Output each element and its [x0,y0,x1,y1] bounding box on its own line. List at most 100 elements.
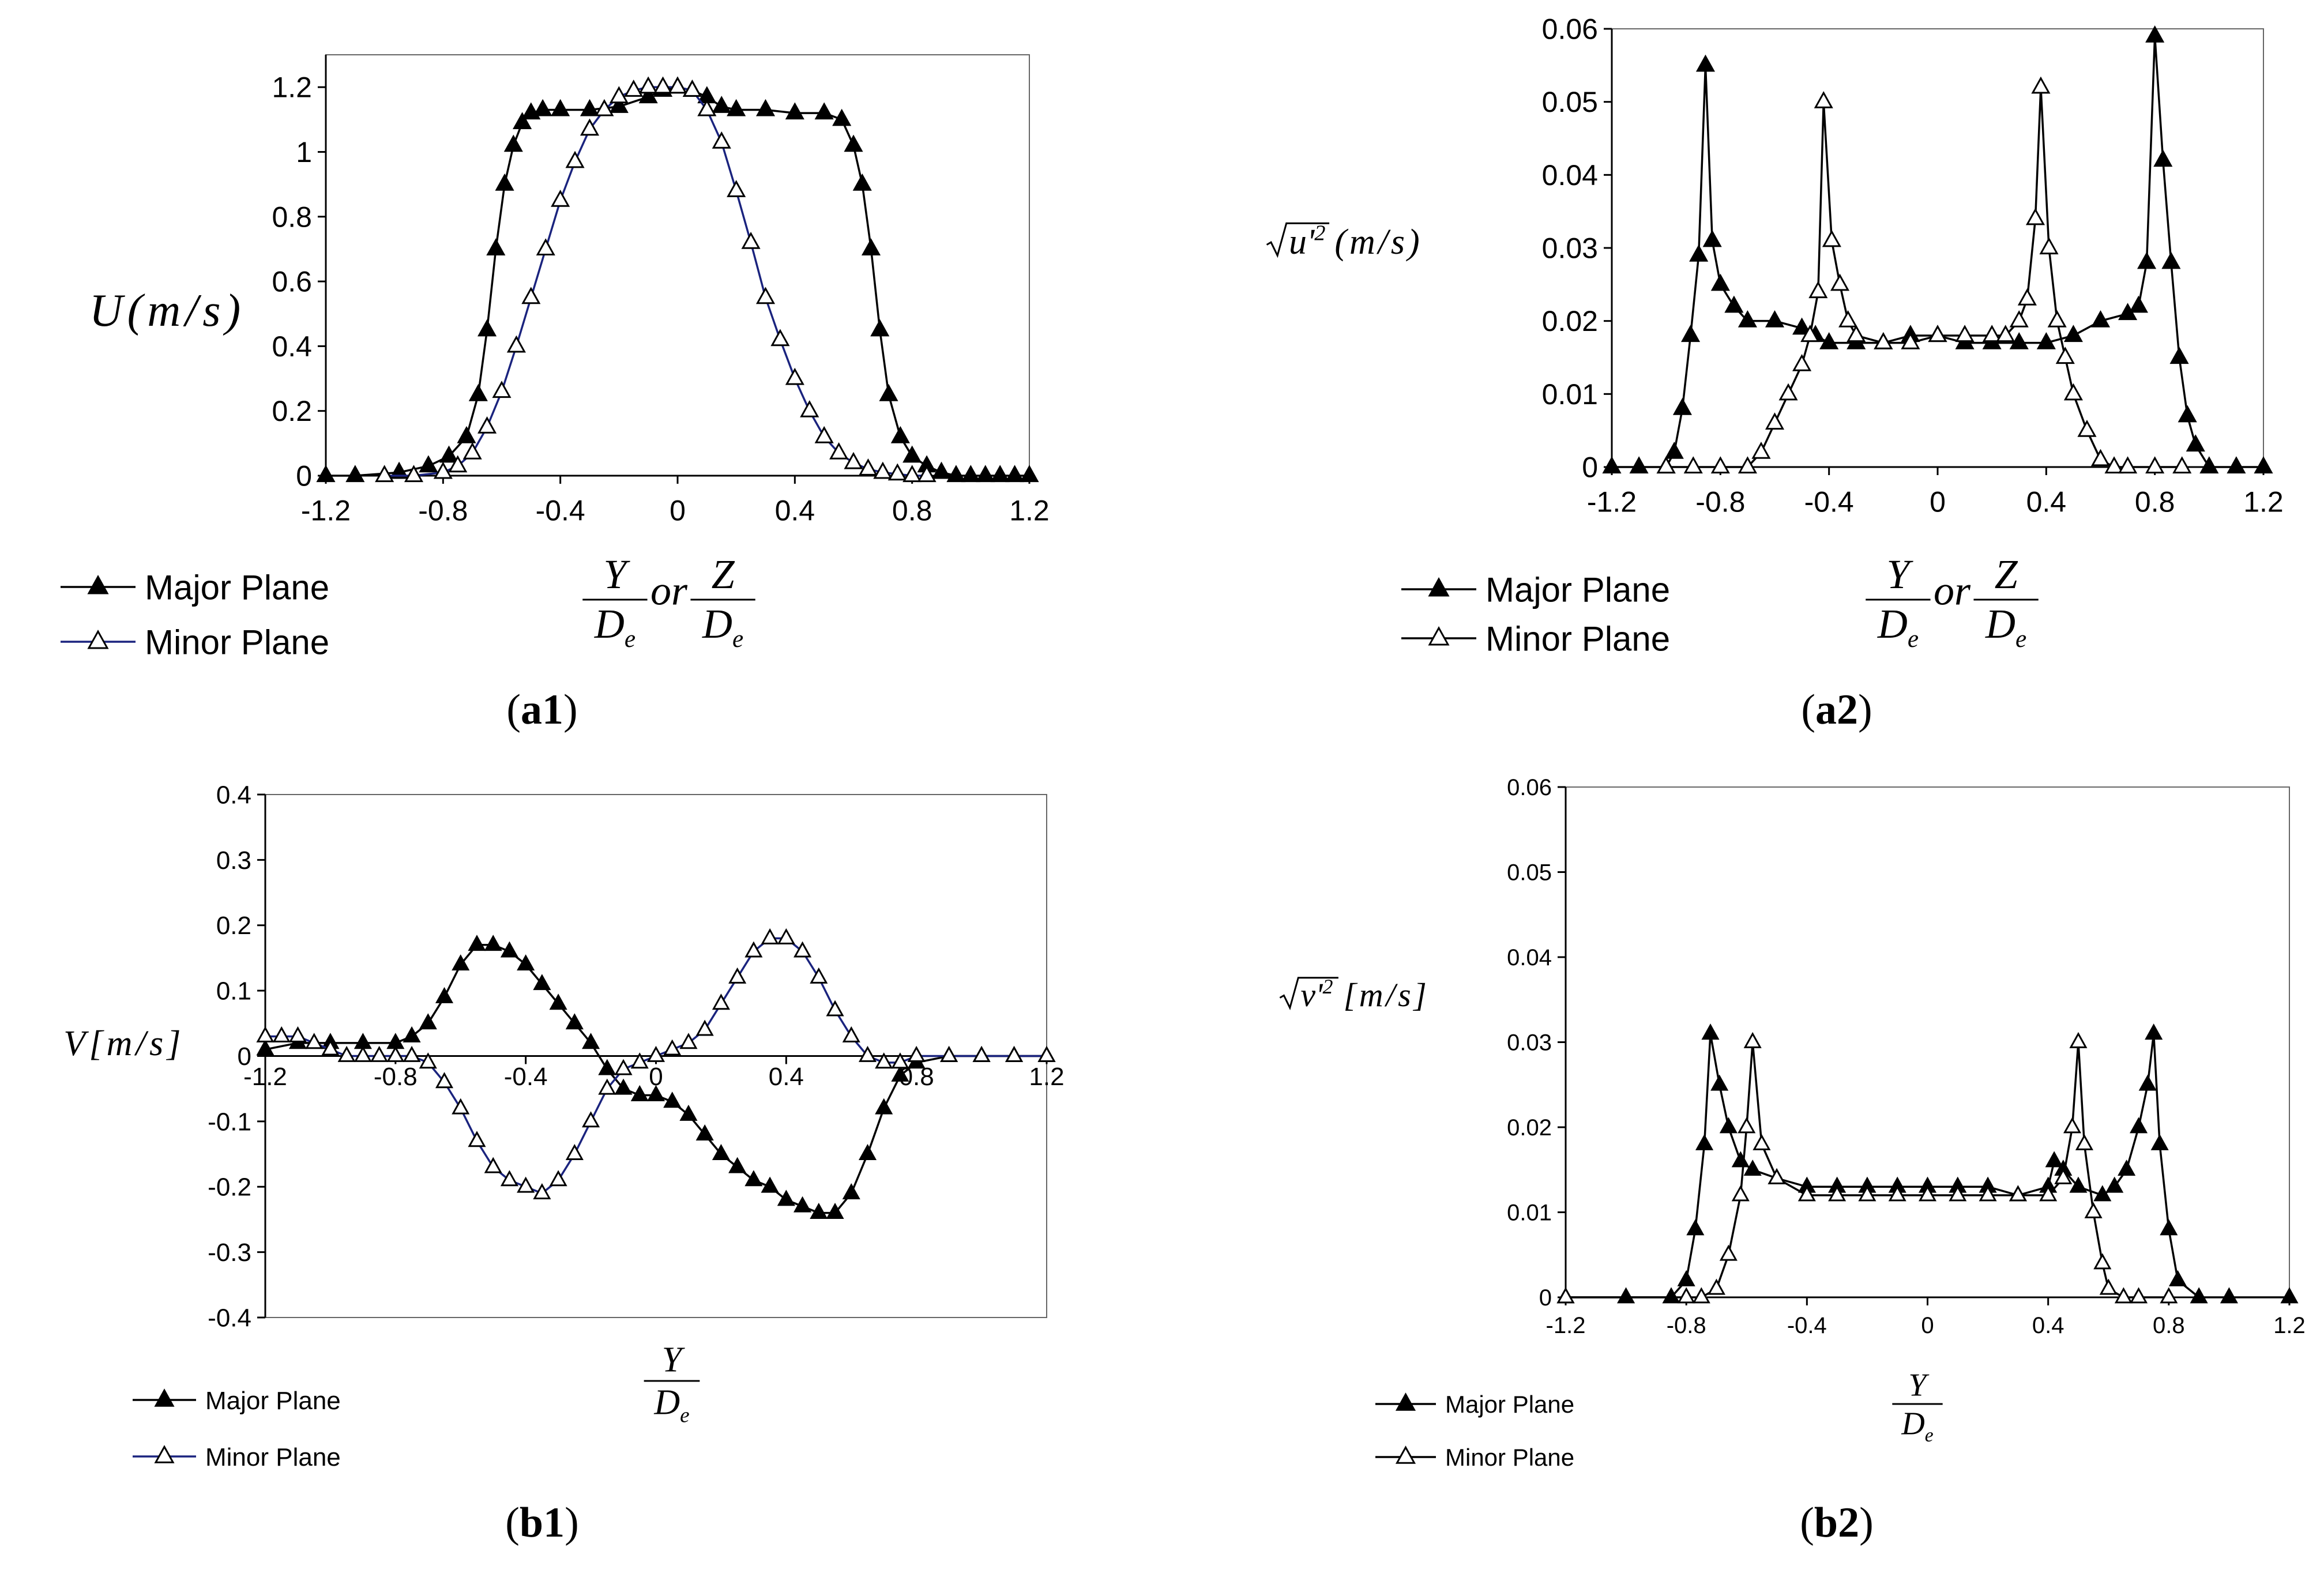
data-point [1765,412,1785,430]
data-point [2054,1168,2073,1184]
data-point [389,461,409,479]
y-tick-label: -0.4 [208,1304,251,1332]
data-point [609,96,629,113]
data-point [2190,1287,2208,1304]
xlabel-denominator-subscript: e [2015,626,2026,653]
xlabel-denominator-subscript: e [625,626,635,653]
data-point [435,987,454,1003]
data-point [2145,1023,2163,1040]
data-point [580,118,600,136]
y-tick-label: 0.01 [1542,378,1598,411]
x-tick-label: 0 [1921,1313,1934,1338]
data-point [2009,1185,2027,1202]
ylabel: V[m/s] [63,1024,184,1063]
data-point [2160,1287,2178,1304]
x-tick-label: -0.4 [1787,1313,1827,1338]
data-point [2145,25,2165,43]
data-point [1800,325,1820,342]
legend-label: Minor Plane [1445,1444,1574,1471]
y-tick-label: 0.06 [1542,13,1598,46]
data-point [1629,456,1649,474]
data-point [533,1183,551,1199]
data-point [810,1203,828,1219]
data-point [1617,1287,1635,1304]
caption-id: b1 [520,1499,565,1546]
legend-marker [154,1445,175,1463]
x-tick-label: -1.2 [1546,1313,1586,1338]
data-point [452,1098,470,1115]
data-point [728,1157,747,1173]
data-point [663,1091,682,1108]
data-point [1738,1117,1756,1134]
plot-area-frame [1565,786,2290,1298]
x-tick-label: -0.8 [1667,1313,1706,1338]
chart-a1: 0 0.2 0.4 0.6 0.8 1 1.2 -1.2 -0.8 -0.4 0 0.4 0.8 1.2 U… [61,54,1050,733]
data-point [1731,1185,1750,1202]
data-point [1819,332,1839,349]
data-point [902,445,922,463]
x-tick-label: 1.2 [1029,1063,1064,1091]
data-point [1753,1134,1771,1150]
data-point [582,1033,600,1049]
data-point [761,928,779,944]
y-tick-label: 0 [238,1042,251,1071]
data-point [858,458,878,476]
data-point [439,445,459,463]
x-tick-label: 0 [670,495,686,527]
data-point [917,465,937,483]
data-point [598,1078,616,1095]
series-major-plane [1602,25,2273,474]
data-point [2075,1134,2093,1150]
data-point [565,1143,584,1160]
data-point [2178,405,2197,423]
data-point [2129,1287,2148,1304]
data-point [370,1045,389,1062]
data-point [1005,465,1025,483]
data-point [2084,1202,2103,1218]
y-tick-label: 0.04 [1542,159,1598,191]
data-point [1707,1278,1726,1295]
data-point [1955,325,1975,342]
data-point [1005,1045,1024,1062]
caption-id: a1 [521,686,563,733]
data-point [2039,237,2059,255]
data-point [457,426,476,443]
data-point [842,1026,860,1042]
data-point [609,86,629,104]
data-point [305,1033,324,1049]
data-point [1680,325,1701,342]
data-point [2150,1134,2169,1150]
xlabel-denominator-subscript: e [1925,1425,1934,1446]
data-point [484,1157,502,1173]
data-point [2145,456,2165,474]
xlabel-denominator-base: D [1985,601,2015,647]
xlabel-denominator-subscript: e [732,626,743,653]
data-point [316,465,336,483]
data-point [829,442,849,460]
chart-b1: -0.4 -0.3 -0.2 -0.1 0 0.1 0.2 0.3 0.4 -1.2 -0.8 -0.… [63,781,1064,1546]
data-point [435,1072,454,1089]
data-point [858,1143,877,1160]
series-line [1612,36,2263,468]
data-point [1828,1185,1847,1202]
data-point [2063,383,2083,401]
data-point [614,1078,633,1095]
data-point [2161,251,2181,269]
data-point [448,455,468,473]
x-tick-label: 0.4 [2026,486,2067,518]
series-minor-plane [256,928,1056,1199]
data-point [2025,208,2045,225]
data-point [712,131,731,149]
data-point [1695,1134,1714,1150]
data-point [668,76,687,94]
data-point [638,76,658,94]
ylabel-variable: v'2 [1300,975,1333,1014]
series-major-plane [1556,1023,2299,1304]
data-point [2063,325,2083,342]
xlabel-numerator: Y [603,551,630,597]
data-point [814,426,834,443]
data-point [1686,1219,1705,1236]
data-point [2114,1287,2133,1304]
xlabel-denominator: De [653,1383,689,1428]
data-point [1701,1023,1720,1040]
